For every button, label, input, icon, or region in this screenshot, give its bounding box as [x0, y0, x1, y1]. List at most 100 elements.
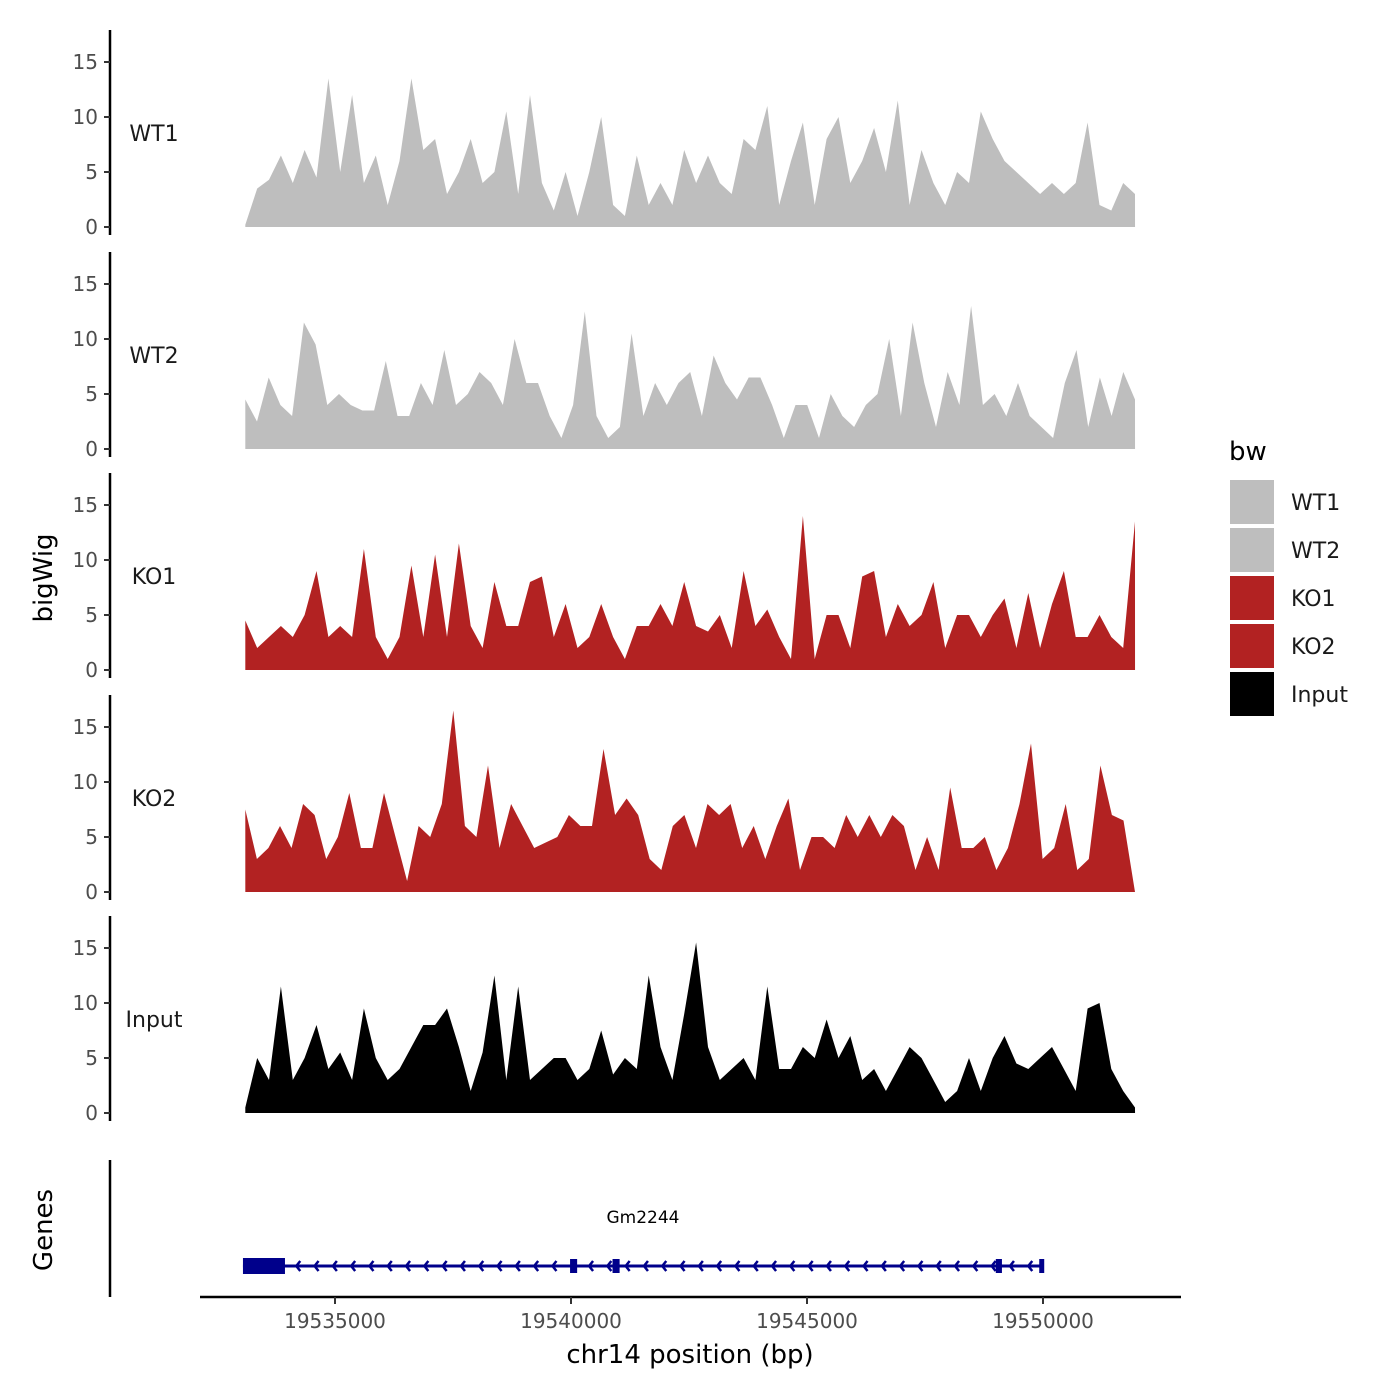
track-label: KO1 [132, 565, 177, 590]
strand-arrow-icon [404, 1260, 412, 1272]
track-ko1: 0 5 10 15 KO1 [73, 473, 1136, 682]
x-axis-title: chr14 position (bp) [566, 1340, 813, 1370]
strand-arrow-icon [331, 1260, 338, 1272]
genes-axis-title: Genes [29, 1189, 59, 1271]
strand-arrow-icon [807, 1260, 814, 1272]
strand-arrow-icon [752, 1260, 759, 1272]
strand-arrow-icon [660, 1260, 668, 1272]
gene-name-label: Gm2244 [607, 1208, 680, 1228]
y-tick-label: 5 [85, 603, 98, 627]
strand-arrow-icon [349, 1260, 357, 1272]
signal-area-ko1 [245, 516, 1136, 670]
strand-arrow-icon [642, 1260, 649, 1272]
y-tick-label: 0 [85, 658, 98, 682]
y-tick-label: 5 [85, 382, 98, 406]
strand-arrow-icon [990, 1260, 997, 1272]
strand-arrow-icon [550, 1260, 558, 1272]
strand-arrow-icon [1026, 1260, 1034, 1272]
gene-exon [242, 1258, 285, 1274]
strand-arrow-icon [459, 1260, 466, 1272]
y-tick-label: 10 [73, 548, 98, 572]
legend-swatch [1230, 576, 1274, 620]
strand-arrow-icon [495, 1260, 503, 1272]
strand-arrow-icon [422, 1260, 430, 1272]
y-tick-label: 0 [85, 215, 98, 239]
track-ko2: 0 5 10 15 KO2 [73, 695, 1136, 904]
y-tick-label: 5 [85, 160, 98, 184]
gene-exon [1039, 1259, 1045, 1273]
track-label: Input [126, 1008, 183, 1033]
gene-exon [612, 1259, 620, 1273]
strand-arrow-icon [788, 1260, 796, 1272]
strand-arrow-icon [697, 1260, 704, 1272]
y-tick-label: 5 [85, 825, 98, 849]
strand-arrow-icon [477, 1260, 485, 1272]
x-tick-label: 19535000 [284, 1309, 386, 1333]
legend-swatch [1230, 624, 1274, 668]
strand-arrow-icon [312, 1260, 320, 1272]
strand-arrow-icon [605, 1260, 613, 1272]
track-label: KO2 [132, 787, 177, 812]
strand-arrow-icon [953, 1260, 961, 1272]
legend-swatch [1230, 480, 1274, 524]
signal-area-wt1 [245, 78, 1136, 227]
strand-arrow-icon [971, 1260, 979, 1272]
strand-arrow-icon [624, 1260, 631, 1272]
strand-arrow-icon [386, 1260, 393, 1272]
strand-arrow-icon [678, 1260, 686, 1272]
strand-arrow-icon [441, 1260, 448, 1272]
strand-arrow-icon [880, 1260, 887, 1272]
signal-area-ko2 [245, 710, 1136, 892]
y-tick-label: 10 [73, 991, 98, 1015]
y-tick-label: 0 [85, 1101, 98, 1125]
strand-arrow-icon [514, 1260, 521, 1272]
track-label: WT2 [129, 344, 178, 369]
strand-arrow-icon [532, 1260, 540, 1272]
strand-arrow-icon [916, 1260, 924, 1272]
strand-arrow-icon [770, 1260, 778, 1272]
y-tick-label: 15 [73, 936, 98, 960]
legend-title: bw [1229, 437, 1267, 467]
strand-arrow-icon [861, 1260, 869, 1272]
legend-label: KO1 [1291, 587, 1336, 612]
y-tick-label: 10 [73, 327, 98, 351]
track-label: WT1 [129, 122, 178, 147]
strand-arrow-icon [715, 1260, 723, 1272]
x-tick-label: 19550000 [992, 1309, 1094, 1333]
y-tick-label: 0 [85, 880, 98, 904]
y-tick-label: 5 [85, 1046, 98, 1070]
x-tick-label: 19545000 [756, 1309, 858, 1333]
strand-arrow-icon [733, 1260, 741, 1272]
strand-arrow-icon [843, 1260, 851, 1272]
gene-exon [570, 1259, 578, 1273]
y-tick-label: 15 [73, 272, 98, 296]
strand-arrow-icon [898, 1260, 906, 1272]
y-tick-label: 10 [73, 770, 98, 794]
y-tick-label: 10 [73, 105, 98, 129]
strand-arrow-icon [587, 1260, 595, 1272]
x-tick-label: 19540000 [520, 1309, 622, 1333]
signal-area-input [245, 942, 1136, 1113]
signal-area-wt2 [245, 306, 1136, 449]
gene-exon [995, 1259, 1002, 1273]
track-input: 0 5 10 15 Input [73, 916, 1136, 1125]
strand-arrow-icon [294, 1260, 302, 1272]
legend-swatch [1230, 528, 1274, 572]
legend-swatch [1230, 672, 1274, 716]
track-wt1: 0 5 10 15 WT1 [73, 30, 1136, 239]
legend-label: WT1 [1291, 491, 1340, 516]
strand-arrow-icon [935, 1260, 942, 1272]
y-axis-title: bigWig [29, 533, 59, 622]
y-tick-label: 15 [73, 493, 98, 517]
strand-arrow-icon [825, 1260, 832, 1272]
track-wt2: 0 5 10 15 WT2 [73, 252, 1136, 461]
legend-label: KO2 [1291, 635, 1336, 660]
y-tick-label: 15 [73, 715, 98, 739]
y-tick-label: 0 [85, 437, 98, 461]
strand-arrow-icon [367, 1260, 375, 1272]
y-tick-label: 15 [73, 50, 98, 74]
strand-arrow-icon [1008, 1260, 1015, 1272]
legend-label: WT2 [1291, 539, 1340, 564]
legend-label: Input [1291, 683, 1348, 708]
